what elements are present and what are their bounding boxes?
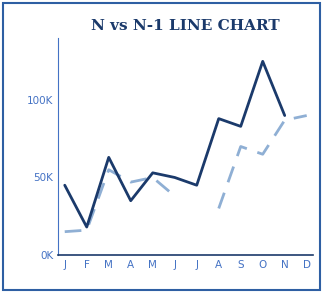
Title: N vs N-1 LINE CHART: N vs N-1 LINE CHART: [91, 19, 280, 33]
